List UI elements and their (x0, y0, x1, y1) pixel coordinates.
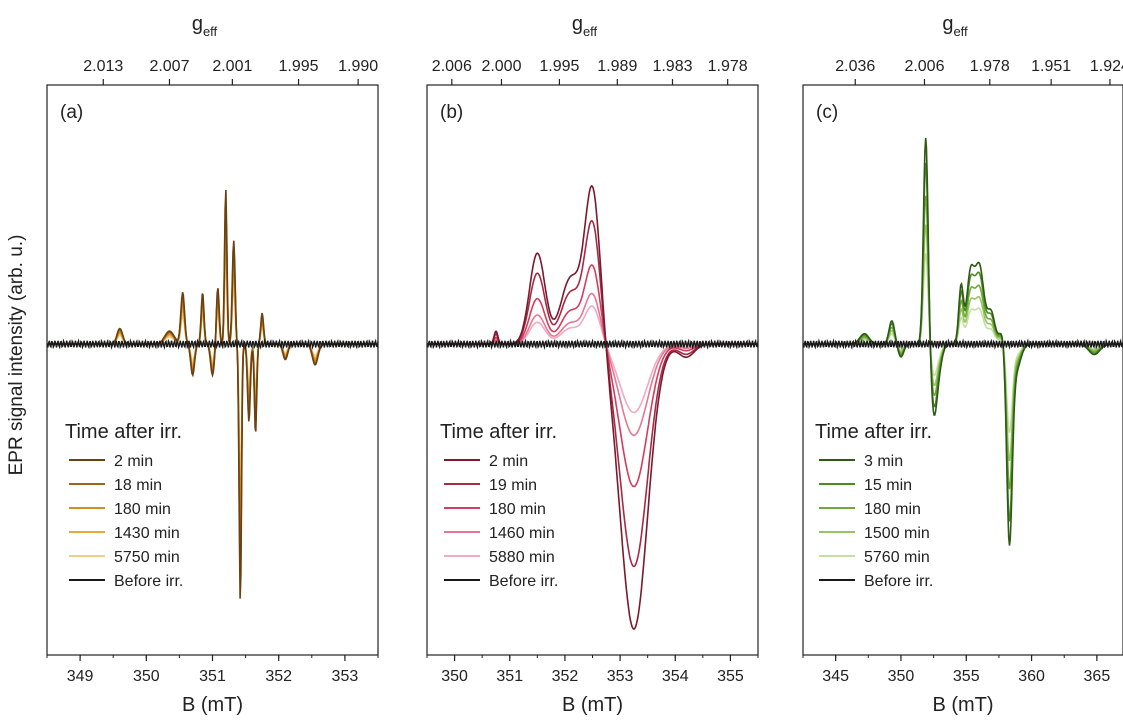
x-tick-label: 350 (888, 668, 915, 685)
legend-item-label: 5750 min (114, 549, 180, 566)
spectrum-line-180-min (427, 264, 758, 488)
legend-item-label: 180 min (114, 501, 171, 518)
top-axis-label: geff (572, 13, 598, 39)
top-tick-label: 2.000 (481, 58, 521, 75)
x-tick-label: 355 (953, 668, 980, 685)
spectrum-line-5880-min (427, 305, 758, 414)
x-tick-label: 351 (199, 668, 226, 685)
top-axis-label: geff (942, 13, 968, 39)
panels-group: 349 350 351 352 353 B (mT) 2.013 2.007 2.001 1.99… (46, 13, 1123, 716)
legend-item-label: 3 min (864, 453, 903, 470)
top-axis-subscript: eff (583, 24, 598, 39)
x-tick-label: 352 (552, 668, 579, 685)
top-tick-label: 2.036 (835, 58, 875, 75)
top-tick-label: 1.978 (970, 58, 1010, 75)
spectrum-line-19-min (427, 219, 758, 568)
legend-item-label: 2 min (489, 453, 528, 470)
legend-item-label: 5760 min (864, 549, 930, 566)
x-tick-label: 353 (607, 668, 634, 685)
x-tick-label: 354 (662, 668, 689, 685)
baseline-line (802, 338, 1123, 350)
legend-item-label: Before irr. (489, 573, 558, 590)
top-axis-subscript: eff (203, 24, 218, 39)
top-tick-label: 1.989 (597, 58, 637, 75)
panel-label: (a) (60, 102, 83, 123)
x-tick-label: 349 (67, 668, 94, 685)
legend-title: Time after irr. (65, 421, 182, 443)
legend-item-label: 1460 min (489, 525, 555, 542)
top-tick-label: 2.006 (432, 58, 472, 75)
x-tick-label: 350 (441, 668, 468, 685)
spectrum-line-2-min (47, 189, 378, 599)
top-tick-label: 2.001 (212, 58, 252, 75)
top-axis-label: geff (192, 13, 218, 39)
legend-item-label: 1430 min (114, 525, 180, 542)
legend-item-label: 180 min (489, 501, 546, 518)
plot-frame (426, 84, 759, 656)
top-tick-label: 2.006 (904, 58, 944, 75)
x-tick-label: 360 (1018, 668, 1045, 685)
top-tick-label: 1.951 (1031, 58, 1071, 75)
x-tick-label: 352 (265, 668, 292, 685)
x-tick-label: 353 (332, 668, 359, 685)
legend-item-label: 1500 min (864, 525, 930, 542)
x-tick-label: 351 (496, 668, 523, 685)
top-tick-label: 2.013 (83, 58, 123, 75)
spectrum-line-2-min (427, 184, 758, 630)
x-axis-label: B (mT) (562, 694, 623, 716)
top-tick-label: 2.007 (149, 58, 189, 75)
legend-title: Time after irr. (440, 421, 557, 443)
top-tick-label: 1.983 (652, 58, 692, 75)
x-tick-label: 355 (717, 668, 744, 685)
panel-3: 345 350 355 360 365 B (mT) 2.036 2.006 1.978 1.95… (802, 13, 1123, 716)
spectrum-line-180-min (47, 223, 378, 543)
spectrum-line-18-min (47, 205, 378, 574)
legend-item-label: Before irr. (114, 573, 183, 590)
panel-1: 349 350 351 352 353 B (mT) 2.013 2.007 2.001 1.99… (46, 13, 379, 716)
legend-item-label: Before irr. (864, 573, 933, 590)
baseline-line (46, 338, 379, 350)
y-axis-label: EPR signal intensity (arb. u.) (6, 235, 27, 476)
top-tick-label: 1.990 (338, 58, 378, 75)
legend-item-label: 180 min (864, 501, 921, 518)
panel-2: 350 351 352 353 354 355 B (mT) 2.006 2.000 1.995 1… (426, 13, 759, 716)
top-tick-label: 1.995 (539, 58, 579, 75)
x-tick-label: 365 (1084, 668, 1111, 685)
legend-item-label: 19 min (489, 477, 537, 494)
top-tick-label: 1.995 (279, 58, 319, 75)
x-tick-label: 345 (822, 668, 849, 685)
legend-title: Time after irr. (815, 421, 932, 443)
top-tick-label: 1.978 (708, 58, 748, 75)
x-axis-label: B (mT) (932, 694, 993, 716)
x-tick-label: 350 (133, 668, 160, 685)
legend-item-label: 15 min (864, 477, 912, 494)
spectrum-line-1430-min (47, 239, 378, 518)
plot-frame (802, 84, 1123, 656)
spectrum-line-1460-min (427, 292, 758, 437)
panel-label: (c) (816, 102, 838, 123)
legend-item-label: 2 min (114, 453, 153, 470)
panel-label: (b) (440, 102, 463, 123)
top-tick-label: 1.924 (1090, 58, 1123, 75)
legend-item-label: 5880 min (489, 549, 555, 566)
baseline-line (426, 338, 759, 350)
legend-item-label: 18 min (114, 477, 162, 494)
top-axis-subscript: eff (953, 24, 968, 39)
x-axis-label: B (mT) (182, 694, 243, 716)
